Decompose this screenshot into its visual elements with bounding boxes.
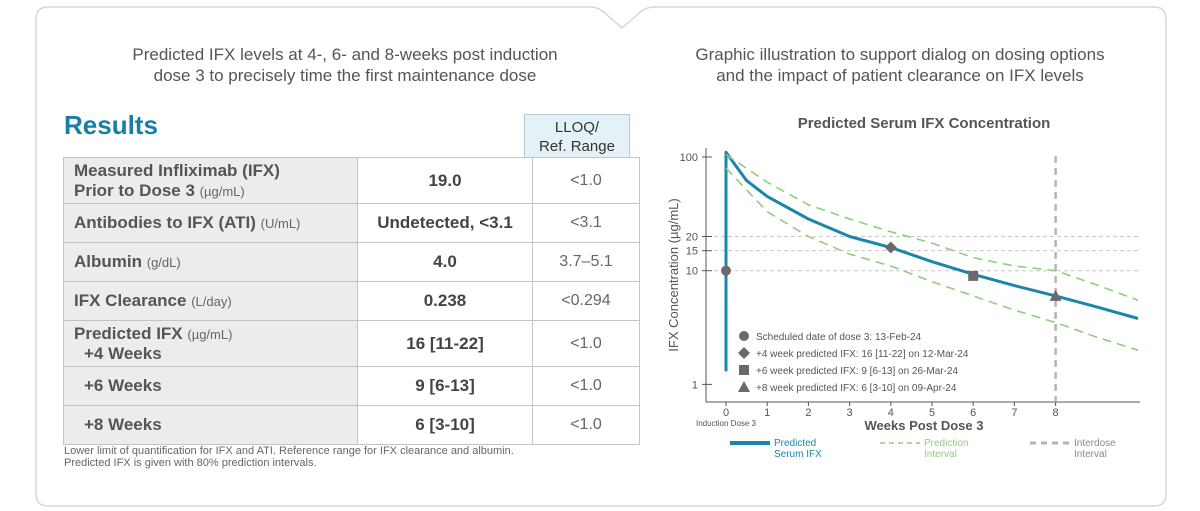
- y-tick-label: 100: [680, 152, 698, 164]
- row-unit: (g/dL): [146, 255, 181, 270]
- row-ref: <1.0: [532, 405, 640, 445]
- x-tick-label: 2: [805, 407, 811, 419]
- diamond-legend-icon: [738, 347, 750, 359]
- row-ref: 3.7–5.1: [532, 242, 640, 282]
- table-row: +6 Weeks 9 [6-13] <1.0: [63, 366, 640, 406]
- row-label-text: Antibodies to IFX (ATI): [74, 213, 256, 232]
- legend-label: Interval: [1074, 449, 1107, 460]
- row-label: Measured Infliximab (IFX) Prior to Dose …: [63, 157, 358, 204]
- chart-title: Predicted Serum IFX Concentration: [798, 115, 1051, 132]
- square-marker: [968, 270, 979, 281]
- results-title: Results: [64, 110, 158, 140]
- table-row: +8 Weeks 6 [3-10] <1.0: [63, 405, 640, 445]
- row-label-text-2: Prior to Dose 3: [74, 180, 195, 200]
- row-label: Predicted IFX (µg/mL) +4 Weeks: [63, 320, 358, 367]
- legend-label: Prediction: [924, 438, 968, 449]
- x-tick-label: 7: [1011, 407, 1017, 419]
- footnote: Lower limit of quantification for IFX an…: [64, 445, 514, 469]
- row-ref: <1.0: [532, 366, 640, 406]
- row-value: 0.238: [357, 281, 533, 321]
- x-tick-label: 6: [970, 407, 976, 419]
- legend-label: Interdose: [1074, 438, 1116, 449]
- marker-legend-label: +8 week predicted IFX: 6 [3-10] on 09-Ap…: [756, 383, 957, 394]
- row-value: 4.0: [357, 242, 533, 282]
- row-label-text: Predicted IFX: [74, 323, 183, 343]
- row-label-text: +6 Weeks: [84, 376, 162, 395]
- row-value: 16 [11-22]: [357, 320, 533, 367]
- table-row: Measured Infliximab (IFX) Prior to Dose …: [63, 157, 640, 204]
- row-label-text-2: +4 Weeks: [84, 343, 162, 363]
- row-unit: (µg/mL): [199, 183, 245, 199]
- row-value: 6 [3-10]: [357, 405, 533, 445]
- row-label: Albumin (g/dL): [63, 242, 358, 282]
- legend-label: Serum IFX: [774, 449, 822, 460]
- y-axis-label: IFX Concentration (µg/mL): [666, 198, 681, 351]
- y-tick-label: 10: [686, 266, 698, 278]
- x-axis-label: Weeks Post Dose 3: [865, 418, 984, 433]
- y-tick-label: 15: [686, 246, 698, 258]
- y-tick-label: 20: [686, 231, 698, 243]
- legend-label: Interval: [924, 449, 957, 460]
- circle-marker: [721, 265, 731, 276]
- table-row: Antibodies to IFX (ATI) (U/mL) Undetecte…: [63, 203, 640, 243]
- x-tick-label: 0: [723, 407, 729, 419]
- circle-legend-icon: [739, 331, 749, 341]
- row-unit: (µg/mL): [187, 326, 233, 342]
- table-row: Albumin (g/dL) 4.0 3.7–5.1: [63, 242, 640, 282]
- prediction-interval-line: [725, 153, 1139, 301]
- x-tick-label: 8: [1053, 407, 1059, 419]
- y-tick-label: 1: [692, 379, 698, 391]
- marker-legend-label: +6 week predicted IFX: 9 [6-13] on 26-Ma…: [756, 366, 958, 377]
- row-label-text: IFX Clearance: [74, 291, 187, 310]
- results-table: Measured Infliximab (IFX) Prior to Dose …: [63, 157, 640, 445]
- marker-legend-label: +4 week predicted IFX: 16 [11-22] on 12-…: [756, 349, 969, 360]
- right-caption: Graphic illustration to support dialog o…: [695, 45, 1105, 85]
- row-label-text: Albumin: [74, 252, 142, 271]
- table-row: Predicted IFX (µg/mL) +4 Weeks 16 [11-22…: [63, 320, 640, 367]
- marker-legend-label: Scheduled date of dose 3: 13-Feb-24: [756, 332, 922, 343]
- row-unit: (L/day): [191, 294, 232, 309]
- row-unit: (U/mL): [260, 216, 301, 231]
- prediction-interval-line: [725, 167, 1139, 351]
- x-tick-label: 1: [764, 407, 770, 419]
- row-value: 9 [6-13]: [357, 366, 533, 406]
- row-label-text: Measured Infliximab (IFX): [74, 160, 280, 180]
- square-legend-icon: [739, 365, 749, 375]
- row-ref: <1.0: [532, 320, 640, 367]
- diamond-marker: [884, 241, 897, 254]
- row-ref: <1.0: [532, 157, 640, 204]
- row-ref: <0.294: [532, 281, 640, 321]
- x-tick-label: 4: [888, 407, 894, 419]
- row-ref: <3.1: [532, 203, 640, 243]
- row-label-text: +8 Weeks: [84, 415, 162, 434]
- row-label: Antibodies to IFX (ATI) (U/mL): [63, 203, 358, 243]
- triangle-marker: [1049, 289, 1062, 301]
- row-value: 19.0: [357, 157, 533, 204]
- triangle-legend-icon: [738, 381, 750, 392]
- x-tick-note: Induction Dose 3: [696, 419, 757, 428]
- x-tick-label: 5: [929, 407, 935, 419]
- row-label: +6 Weeks: [63, 366, 358, 406]
- left-caption: Predicted IFX levels at 4-, 6- and 8-wee…: [132, 45, 558, 85]
- legend-label: Predicted: [774, 438, 816, 449]
- x-tick-label: 3: [847, 407, 853, 419]
